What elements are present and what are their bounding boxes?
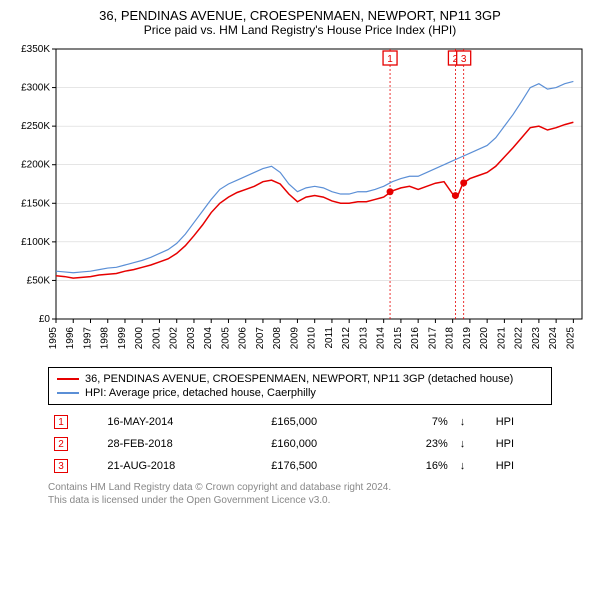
svg-text:2023: 2023: [531, 327, 542, 350]
chart-subtitle: Price paid vs. HM Land Registry's House …: [8, 23, 592, 37]
svg-text:1998: 1998: [100, 327, 111, 350]
svg-text:2018: 2018: [445, 327, 456, 350]
event-rel: HPI: [490, 455, 552, 477]
event-direction-icon: ↓: [454, 411, 490, 433]
svg-text:£50K: £50K: [27, 275, 51, 286]
svg-text:2010: 2010: [307, 327, 318, 350]
svg-text:2004: 2004: [203, 327, 214, 350]
svg-text:2021: 2021: [496, 327, 507, 350]
event-direction-icon: ↓: [454, 455, 490, 477]
event-marker: 1: [54, 415, 68, 429]
svg-text:2009: 2009: [289, 327, 300, 350]
svg-text:1: 1: [387, 54, 393, 65]
svg-text:2017: 2017: [427, 327, 438, 350]
footer-attribution: Contains HM Land Registry data © Crown c…: [48, 481, 552, 507]
svg-text:£100K: £100K: [21, 237, 50, 248]
svg-text:£150K: £150K: [21, 198, 50, 209]
svg-text:3: 3: [461, 54, 467, 65]
svg-text:2020: 2020: [479, 327, 490, 350]
svg-text:2001: 2001: [151, 327, 162, 350]
svg-text:£200K: £200K: [21, 160, 50, 171]
svg-text:1997: 1997: [82, 327, 93, 350]
svg-text:2000: 2000: [134, 327, 145, 350]
svg-text:£250K: £250K: [21, 121, 50, 132]
event-row: 1 16-MAY-2014£165,0007%↓HPI: [48, 411, 552, 433]
event-price: £176,500: [265, 455, 384, 477]
event-row: 2 28-FEB-2018£160,00023%↓HPI: [48, 433, 552, 455]
event-pct: 16%: [384, 455, 454, 477]
svg-text:2003: 2003: [186, 327, 197, 350]
event-table: 1 16-MAY-2014£165,0007%↓HPI 2 28-FEB-2018£1…: [48, 411, 552, 477]
legend-label: 36, PENDINAS AVENUE, CROESPENMAEN, NEWPO…: [85, 373, 513, 385]
svg-text:£0: £0: [39, 314, 51, 325]
event-date: 21-AUG-2018: [101, 455, 265, 477]
svg-text:£300K: £300K: [21, 83, 50, 94]
svg-text:2013: 2013: [358, 327, 369, 350]
svg-text:2007: 2007: [255, 327, 266, 350]
event-rel: HPI: [490, 433, 552, 455]
legend-label: HPI: Average price, detached house, Caer…: [85, 387, 316, 399]
legend-swatch: [57, 378, 79, 380]
svg-text:1996: 1996: [65, 327, 76, 350]
svg-text:1995: 1995: [48, 327, 59, 350]
event-marker: 3: [54, 459, 68, 473]
line-chart: £0 £50K £100K £150K £200K £250K £300K £350K 1995…: [8, 43, 592, 363]
footer-line-1: Contains HM Land Registry data © Crown c…: [48, 481, 552, 494]
legend-swatch: [57, 392, 79, 394]
event-direction-icon: ↓: [454, 433, 490, 455]
event-pct: 23%: [384, 433, 454, 455]
event-date: 16-MAY-2014: [101, 411, 265, 433]
svg-text:£350K: £350K: [21, 44, 50, 55]
svg-text:2025: 2025: [565, 327, 576, 350]
chart-title: 36, PENDINAS AVENUE, CROESPENMAEN, NEWPO…: [8, 8, 592, 23]
event-rel: HPI: [490, 411, 552, 433]
legend: 36, PENDINAS AVENUE, CROESPENMAEN, NEWPO…: [48, 367, 552, 405]
chart-area: £0 £50K £100K £150K £200K £250K £300K £350K 1995…: [8, 43, 592, 363]
svg-text:1999: 1999: [117, 327, 128, 350]
event-price: £160,000: [265, 433, 384, 455]
svg-text:2005: 2005: [220, 327, 231, 350]
event-pct: 7%: [384, 411, 454, 433]
svg-text:2006: 2006: [238, 327, 249, 350]
footer-line-2: This data is licensed under the Open Gov…: [48, 494, 552, 507]
svg-text:2019: 2019: [462, 327, 473, 350]
event-price: £165,000: [265, 411, 384, 433]
svg-text:2016: 2016: [410, 327, 421, 350]
svg-text:2014: 2014: [376, 327, 387, 350]
legend-row: 36, PENDINAS AVENUE, CROESPENMAEN, NEWPO…: [57, 372, 543, 386]
event-marker: 2: [54, 437, 68, 451]
svg-text:2002: 2002: [169, 327, 180, 350]
event-date: 28-FEB-2018: [101, 433, 265, 455]
legend-row: HPI: Average price, detached house, Caer…: [57, 386, 543, 400]
svg-text:2022: 2022: [514, 327, 525, 350]
svg-text:2024: 2024: [548, 327, 559, 350]
svg-text:2011: 2011: [324, 327, 335, 349]
event-row: 3 21-AUG-2018£176,50016%↓HPI: [48, 455, 552, 477]
svg-text:2008: 2008: [272, 327, 283, 350]
svg-text:2015: 2015: [393, 327, 404, 350]
svg-text:2012: 2012: [341, 327, 352, 350]
